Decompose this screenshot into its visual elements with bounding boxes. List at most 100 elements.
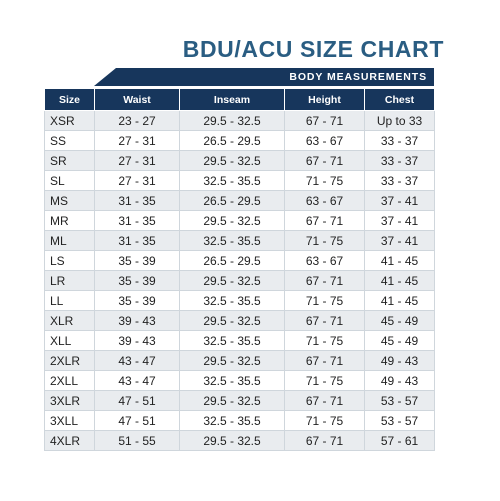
table-row: XSR 23 - 27 29.5 - 32.5 67 - 71 Up to 33 [44, 110, 435, 131]
cell-size: SR [44, 150, 95, 171]
size-chart-table: Size Waist Inseam Height Chest XSR 23 - 2… [44, 88, 435, 451]
cell-height: 71 - 75 [284, 410, 365, 431]
table-row: LL 35 - 39 32.5 - 35.5 71 - 75 41 - 45 [44, 290, 435, 311]
table-row: SR 27 - 31 29.5 - 32.5 67 - 71 33 - 37 [44, 150, 435, 171]
cell-inseam: 32.5 - 35.5 [179, 410, 285, 431]
cell-inseam: 32.5 - 35.5 [179, 330, 285, 351]
cell-size: 2XLL [44, 370, 95, 391]
column-header-size: Size [44, 88, 95, 111]
table-row: 2XLL 43 - 47 32.5 - 35.5 71 - 75 49 - 43 [44, 370, 435, 391]
table-row: 4XLR 51 - 55 29.5 - 32.5 67 - 71 57 - 61 [44, 430, 435, 451]
cell-height: 67 - 71 [284, 150, 365, 171]
cell-waist: 27 - 31 [94, 150, 180, 171]
cell-chest: 53 - 57 [364, 390, 435, 411]
cell-size: LL [44, 290, 95, 311]
cell-waist: 31 - 35 [94, 190, 180, 211]
column-header-chest: Chest [364, 88, 435, 111]
cell-inseam: 29.5 - 32.5 [179, 390, 285, 411]
cell-size: XLL [44, 330, 95, 351]
table-row: XLR 39 - 43 29.5 - 32.5 67 - 71 45 - 49 [44, 310, 435, 331]
cell-size: 2XLR [44, 350, 95, 371]
chart-title: BDU/ACU SIZE CHART [182, 36, 444, 62]
cell-size: LR [44, 270, 95, 291]
cell-size: XSR [44, 110, 95, 131]
body-measurements-banner: BODY MEASUREMENTS [94, 68, 434, 86]
cell-inseam: 32.5 - 35.5 [179, 230, 285, 251]
cell-waist: 27 - 31 [94, 170, 180, 191]
cell-chest: 41 - 45 [364, 270, 435, 291]
cell-inseam: 29.5 - 32.5 [179, 430, 285, 451]
cell-waist: 51 - 55 [94, 430, 180, 451]
cell-inseam: 29.5 - 32.5 [179, 270, 285, 291]
table-row: MR 31 - 35 29.5 - 32.5 67 - 71 37 - 41 [44, 210, 435, 231]
cell-chest: 53 - 57 [364, 410, 435, 431]
table-row: LS 35 - 39 26.5 - 29.5 63 - 67 41 - 45 [44, 250, 435, 271]
column-header-height: Height [284, 88, 365, 111]
cell-waist: 35 - 39 [94, 250, 180, 271]
cell-waist: 31 - 35 [94, 210, 180, 231]
cell-chest: 45 - 49 [364, 310, 435, 331]
column-header-waist: Waist [94, 88, 180, 111]
cell-height: 67 - 71 [284, 390, 365, 411]
cell-inseam: 26.5 - 29.5 [179, 190, 285, 211]
cell-chest: 37 - 41 [364, 230, 435, 251]
cell-height: 71 - 75 [284, 290, 365, 311]
cell-inseam: 29.5 - 32.5 [179, 150, 285, 171]
cell-waist: 35 - 39 [94, 290, 180, 311]
cell-chest: 49 - 43 [364, 350, 435, 371]
table-header-row: Size Waist Inseam Height Chest [44, 88, 435, 111]
cell-waist: 47 - 51 [94, 410, 180, 431]
cell-height: 71 - 75 [284, 230, 365, 251]
cell-waist: 43 - 47 [94, 350, 180, 371]
cell-height: 63 - 67 [284, 190, 365, 211]
cell-size: SS [44, 130, 95, 151]
cell-chest: 41 - 45 [364, 290, 435, 311]
cell-size: LS [44, 250, 95, 271]
cell-size: ML [44, 230, 95, 251]
cell-size: 3XLR [44, 390, 95, 411]
cell-height: 67 - 71 [284, 270, 365, 291]
cell-waist: 47 - 51 [94, 390, 180, 411]
cell-waist: 27 - 31 [94, 130, 180, 151]
cell-height: 67 - 71 [284, 430, 365, 451]
cell-inseam: 32.5 - 35.5 [179, 290, 285, 311]
cell-height: 67 - 71 [284, 210, 365, 231]
cell-inseam: 26.5 - 29.5 [179, 130, 285, 151]
cell-inseam: 32.5 - 35.5 [179, 170, 285, 191]
cell-chest: 57 - 61 [364, 430, 435, 451]
cell-inseam: 29.5 - 32.5 [179, 110, 285, 131]
cell-waist: 23 - 27 [94, 110, 180, 131]
cell-waist: 35 - 39 [94, 270, 180, 291]
cell-height: 71 - 75 [284, 330, 365, 351]
cell-waist: 39 - 43 [94, 330, 180, 351]
cell-height: 71 - 75 [284, 370, 365, 391]
cell-waist: 31 - 35 [94, 230, 180, 251]
table-row: SL 27 - 31 32.5 - 35.5 71 - 75 33 - 37 [44, 170, 435, 191]
cell-size: 3XLL [44, 410, 95, 431]
cell-inseam: 26.5 - 29.5 [179, 250, 285, 271]
cell-waist: 39 - 43 [94, 310, 180, 331]
cell-size: MS [44, 190, 95, 211]
cell-chest: Up to 33 [364, 110, 435, 131]
table-row: SS 27 - 31 26.5 - 29.5 63 - 67 33 - 37 [44, 130, 435, 151]
table-row: 2XLR 43 - 47 29.5 - 32.5 67 - 71 49 - 43 [44, 350, 435, 371]
cell-height: 63 - 67 [284, 250, 365, 271]
table-row: 3XLL 47 - 51 32.5 - 35.5 71 - 75 53 - 57 [44, 410, 435, 431]
cell-chest: 37 - 41 [364, 190, 435, 211]
cell-inseam: 29.5 - 32.5 [179, 310, 285, 331]
cell-inseam: 32.5 - 35.5 [179, 370, 285, 391]
table-row: MS 31 - 35 26.5 - 29.5 63 - 67 37 - 41 [44, 190, 435, 211]
cell-chest: 37 - 41 [364, 210, 435, 231]
table-row: 3XLR 47 - 51 29.5 - 32.5 67 - 71 53 - 57 [44, 390, 435, 411]
cell-size: SL [44, 170, 95, 191]
cell-chest: 33 - 37 [364, 130, 435, 151]
column-header-inseam: Inseam [179, 88, 285, 111]
cell-waist: 43 - 47 [94, 370, 180, 391]
table-row: LR 35 - 39 29.5 - 32.5 67 - 71 41 - 45 [44, 270, 435, 291]
cell-size: 4XLR [44, 430, 95, 451]
cell-height: 67 - 71 [284, 110, 365, 131]
cell-size: MR [44, 210, 95, 231]
table-body: XSR 23 - 27 29.5 - 32.5 67 - 71 Up to 33 SS 27… [44, 110, 435, 451]
cell-height: 67 - 71 [284, 350, 365, 371]
cell-height: 71 - 75 [284, 170, 365, 191]
